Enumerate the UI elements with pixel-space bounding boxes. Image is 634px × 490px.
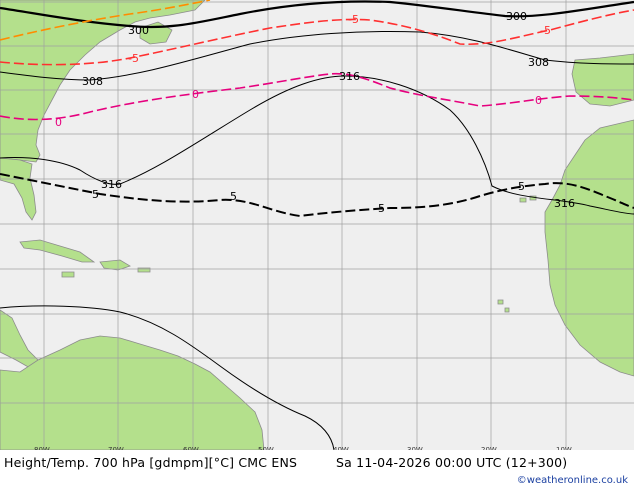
label-316-right: 316 bbox=[554, 197, 575, 210]
label-5-mid: 5 bbox=[230, 190, 237, 203]
valid-time: Sa 11-04-2026 00:00 UTC (12+300) bbox=[336, 455, 568, 470]
height-contour-316 bbox=[0, 75, 634, 215]
label-316-top: 316 bbox=[339, 70, 360, 83]
land-cuba bbox=[19, 239, 96, 263]
label-zero-left: 0 bbox=[55, 116, 62, 129]
label-5-right: 5 bbox=[518, 180, 525, 193]
land-iberia bbox=[571, 53, 634, 107]
land-hispaniola bbox=[99, 259, 131, 271]
weather-map: 300 300 308 308 316 316 316 -5 -5 -5 0 0… bbox=[0, 0, 634, 450]
height-contour-300 bbox=[0, 0, 634, 29]
contour-labels: 300 300 308 308 316 316 316 -5 -5 -5 0 0… bbox=[55, 10, 575, 215]
temp-contour-zero bbox=[0, 72, 634, 121]
land-south-america bbox=[0, 335, 265, 450]
height-contour-308 bbox=[0, 31, 634, 81]
land-north-america bbox=[0, 0, 206, 163]
land-jamaica bbox=[61, 271, 75, 278]
label-minus5-top-right: -5 bbox=[540, 24, 551, 37]
temp-contour-minus5-orange bbox=[0, 0, 211, 41]
temp-contour-plus5 bbox=[0, 173, 634, 218]
label-5-left: 5 bbox=[92, 188, 99, 201]
footer-bar bbox=[0, 450, 634, 490]
map-title: Height/Temp. 700 hPa [gdmpm][°C] CMC ENS bbox=[4, 455, 298, 470]
label-5-center: 5 bbox=[378, 202, 385, 215]
label-308-left: 308 bbox=[82, 75, 103, 88]
land-cape-verde bbox=[497, 299, 510, 313]
credit-link[interactable]: ©weatheronline.co.uk bbox=[516, 475, 628, 486]
label-308-right: 308 bbox=[528, 56, 549, 69]
label-zero-right: 0 bbox=[535, 94, 542, 107]
label-zero-mid: 0 bbox=[192, 88, 199, 101]
label-minus5-orange: -5 bbox=[128, 52, 139, 65]
height-contours bbox=[0, 0, 634, 450]
label-300-left: 300 bbox=[128, 24, 149, 37]
label-316-left: 316 bbox=[101, 178, 122, 191]
temp-contour-minus5-red bbox=[0, 9, 634, 66]
height-contour-south bbox=[0, 305, 335, 450]
label-minus5-top: -5 bbox=[348, 13, 359, 26]
graticule bbox=[0, 0, 634, 450]
label-300-right: 300 bbox=[506, 10, 527, 23]
land-florida bbox=[0, 157, 37, 221]
temp-contours bbox=[0, 0, 634, 218]
land-puerto-rico bbox=[137, 267, 151, 273]
